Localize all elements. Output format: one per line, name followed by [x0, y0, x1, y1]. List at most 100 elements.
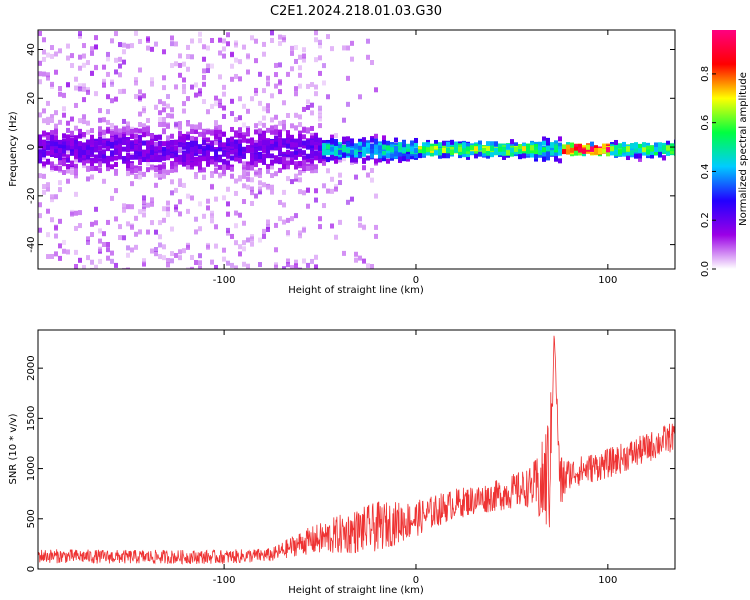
spectrogram-cell: [634, 153, 638, 159]
spectrogram-cell: [90, 50, 94, 56]
spectrogram-cell: [102, 64, 106, 70]
spectrogram-cell: [214, 101, 218, 107]
spectrogram-cell: [314, 254, 318, 260]
spectrogram-cell: [554, 152, 558, 158]
spectrogram-cell: [270, 117, 274, 123]
spectrogram-cell: [70, 169, 74, 175]
spectrogram-cell: [402, 144, 406, 150]
spectrogram-cell: [298, 170, 302, 176]
spectrogram-cell: [234, 223, 238, 229]
spectrogram-cell: [86, 255, 90, 261]
spectrogram-cell: [210, 103, 214, 109]
spectrogram-cell: [94, 158, 98, 164]
spectrogram-cell: [594, 147, 598, 153]
spectrogram-cell: [78, 257, 82, 263]
spectrogram-cell: [90, 232, 94, 238]
spectrogram-cell: [54, 51, 58, 57]
spectrogram-cell: [162, 141, 166, 147]
spectrogram-cell: [38, 213, 42, 219]
spectrogram-cell: [322, 140, 326, 146]
spectrogram-cell: [222, 113, 226, 119]
spectrogram-cell: [282, 124, 286, 130]
spectrogram-cell: [274, 141, 278, 147]
snr-y-tick-label: 1500: [26, 406, 37, 431]
spectrogram-cell: [254, 162, 258, 168]
spectrogram-cell: [386, 145, 390, 151]
spectrogram-cell: [238, 151, 242, 157]
spectrogram-cell: [322, 160, 326, 166]
spectrogram-cell: [66, 168, 70, 174]
spectrogram-cell: [102, 78, 106, 84]
spectrogram-cell: [230, 155, 234, 161]
spectrogram-cell: [90, 46, 94, 52]
spectrogram-cell: [222, 159, 226, 165]
spectrogram-cell: [74, 76, 78, 82]
spectrogram-cell: [374, 158, 378, 164]
spectrogram-cell: [66, 145, 70, 151]
spectrogram-cell: [622, 147, 626, 153]
spectrogram-cell: [326, 157, 330, 163]
spectrogram-cell: [414, 151, 418, 157]
spectrogram-cell: [146, 153, 150, 159]
spectrogram-cell: [154, 104, 158, 110]
spectrogram-cell: [126, 252, 130, 258]
spectrogram-cell: [362, 137, 366, 143]
spectrogram-cell: [122, 42, 126, 48]
spectrogram-cell: [62, 169, 66, 175]
snr-y-tick-label: 500: [26, 509, 37, 528]
spectrogram-cell: [158, 134, 162, 140]
spectrogram-cell: [166, 149, 170, 155]
spectrogram-cell: [54, 135, 58, 141]
spectrogram-cell: [98, 162, 102, 168]
spectrogram-cell: [366, 155, 370, 161]
spectrogram-cell: [558, 136, 562, 142]
spectrogram-cell: [258, 157, 262, 163]
spectrogram-cell: [226, 186, 230, 192]
spectrogram-cell: [122, 118, 126, 124]
spectrogram-cell: [278, 157, 282, 163]
spectrogram-cell: [110, 250, 114, 256]
spectrogram-cell: [378, 150, 382, 156]
spectrogram-cell: [258, 173, 262, 179]
spectrogram-cell: [90, 70, 94, 76]
spectrogram-cell: [302, 53, 306, 59]
spectrogram-cell: [266, 127, 270, 133]
spectrogram-x-tick-label: 100: [598, 275, 617, 286]
spectrogram-cell: [302, 150, 306, 156]
spectrogram-cell: [310, 165, 314, 171]
spectrogram-cell: [146, 229, 150, 235]
spectrogram-cell: [646, 149, 650, 155]
spectrogram-cell: [178, 131, 182, 137]
spectrogram-cell: [186, 44, 190, 50]
spectrogram-cell: [298, 151, 302, 157]
spectrogram-cell: [262, 228, 266, 234]
spectrogram-cell: [194, 259, 198, 265]
spectrogram-cell: [538, 149, 542, 155]
spectrogram-cell: [194, 92, 198, 98]
spectrogram-cell: [174, 121, 178, 127]
spectrogram-cell: [330, 146, 334, 152]
spectrogram-cell: [146, 145, 150, 151]
spectrogram-cell: [294, 176, 298, 182]
spectrogram-cell: [162, 217, 166, 223]
spectrogram-cell: [322, 80, 326, 86]
spectrogram-cell: [266, 75, 270, 81]
spectrogram-cell: [214, 196, 218, 202]
spectrogram-cell: [286, 176, 290, 182]
spectrogram-cell: [154, 247, 158, 253]
spectrogram-cell: [218, 156, 222, 162]
spectrogram-cell: [342, 45, 346, 51]
spectrogram-cell: [326, 188, 330, 194]
spectrogram-cell: [46, 119, 50, 125]
spectrogram-cell: [58, 91, 62, 97]
spectrogram-cell: [150, 142, 154, 148]
spectrogram-cell: [510, 139, 514, 145]
spectrogram-cell: [230, 63, 234, 69]
spectrogram-cell: [330, 188, 334, 194]
spectrogram-cell: [130, 224, 134, 230]
spectrogram-cell: [250, 137, 254, 143]
spectrogram-cell: [270, 173, 274, 179]
spectrogram-cell: [118, 224, 122, 230]
spectrogram-cell: [286, 138, 290, 144]
spectrogram-cell: [294, 154, 298, 160]
